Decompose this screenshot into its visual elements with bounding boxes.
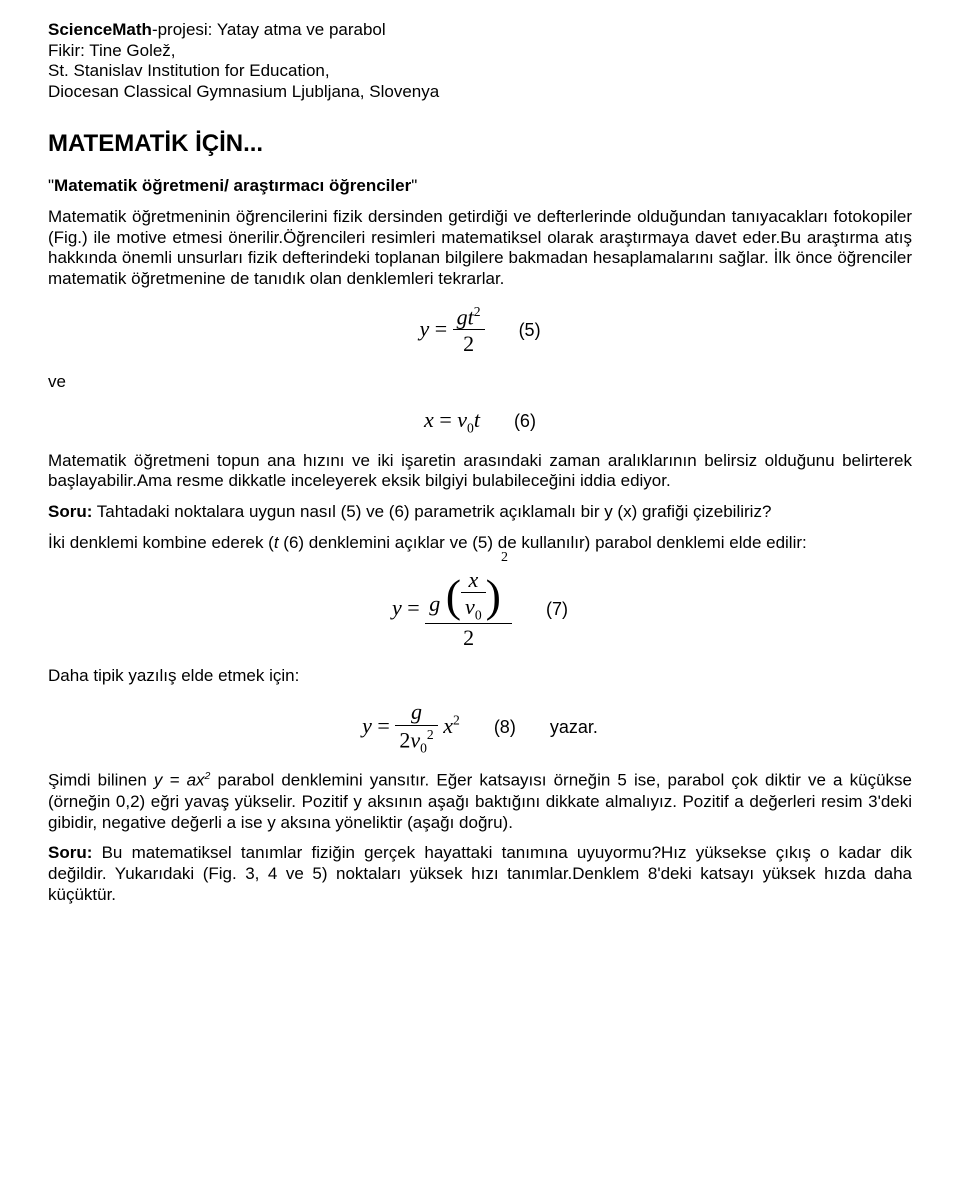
equation-5: y = gt2 2 (5)	[48, 304, 912, 358]
document-page: ScienceMath-projesi: Yatay atma ve parab…	[0, 0, 960, 955]
equation-5-number: (5)	[519, 320, 541, 342]
intro-body: Matematik öğretmeninin öğrencilerini fiz…	[48, 207, 912, 290]
equation-8-number: (8)	[494, 717, 516, 739]
equation-6: x = v0t (6)	[48, 407, 912, 437]
institution-line-2: Diocesan Classical Gymnasium Ljubljana, …	[48, 82, 912, 103]
paragraph-3b: (6) denklemini açıklar ve (5) de kullanı…	[279, 533, 807, 552]
equation-8-after: yazar.	[550, 717, 598, 739]
project-line: ScienceMath-projesi: Yatay atma ve parab…	[48, 20, 912, 41]
equation-8: y = g 2v02 x2 (8) yazar.	[48, 700, 912, 756]
paragraph-5-eq: y = ax	[154, 771, 205, 790]
question-2: Soru: Bu matematiksel tanımlar fiziğin g…	[48, 843, 912, 905]
paragraph-4: Daha tipik yazılış elde etmek için:	[48, 666, 912, 687]
connector-ve: ve	[48, 372, 912, 393]
paragraph-5a: Şimdi bilinen	[48, 771, 154, 790]
question-1: Soru: Tahtadaki noktalara uygun nasıl (5…	[48, 502, 912, 523]
paragraph-3: İki denklemi kombine ederek (t (6) denkl…	[48, 533, 912, 554]
intro-paragraph: "Matematik öğretmeni/ araştırmacı öğrenc…	[48, 176, 912, 197]
intro-quote-title: Matematik öğretmeni/ araştırmacı öğrenci…	[54, 176, 411, 195]
question-2-label: Soru:	[48, 843, 92, 862]
paragraph-3a: İki denklemi kombine ederek (	[48, 533, 274, 552]
question-2-text: Bu matematiksel tanımlar fiziğin gerçek …	[48, 843, 912, 903]
section-heading: MATEMATİK İÇİN...	[48, 129, 912, 158]
project-prefix: ScienceMath	[48, 20, 152, 39]
author-line: Fikir: Tine Golež,	[48, 41, 912, 62]
institution-line-1: St. Stanislav Institution for Education,	[48, 61, 912, 82]
paragraph-2: Matematik öğretmeni topun ana hızını ve …	[48, 451, 912, 492]
equation-6-number: (6)	[514, 411, 536, 433]
question-1-label: Soru:	[48, 502, 92, 521]
equation-7-number: (7)	[546, 599, 568, 621]
project-rest: -projesi: Yatay atma ve parabol	[152, 20, 386, 39]
paragraph-5: Şimdi bilinen y = ax2 parabol denklemini…	[48, 770, 912, 833]
equation-7: y = g ( x v0 ) 2 2	[48, 568, 912, 652]
question-1-text: Tahtadaki noktalara uygun nasıl (5) ve (…	[92, 502, 771, 521]
